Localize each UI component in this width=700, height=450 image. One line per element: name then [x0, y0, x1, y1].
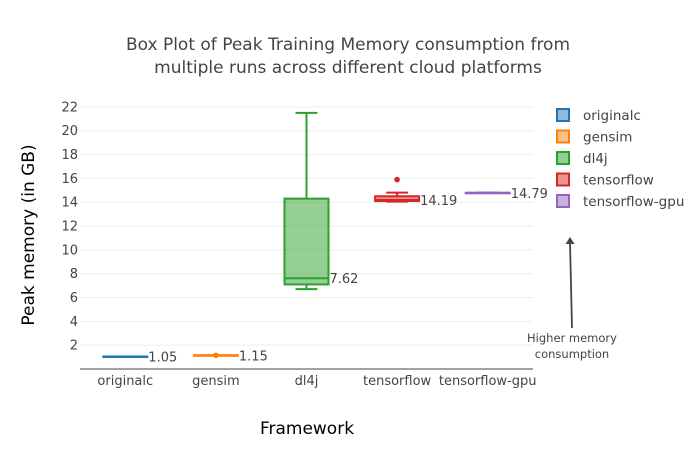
legend-label: tensorflow — [583, 173, 654, 189]
box-series: 1.05 1.15 7.62 14.19 14.79 — [102, 111, 548, 365]
x-tick-label: originalc — [97, 374, 153, 389]
annotation: Higher memory consumption — [527, 237, 617, 361]
box-tensorflow-gpu: 14.79 — [464, 187, 548, 202]
y-tick-label: 20 — [61, 124, 78, 139]
y-tick-label: 14 — [61, 196, 78, 211]
legend-label: originalc — [583, 108, 641, 124]
box-gensim: 1.15 — [192, 349, 268, 364]
x-tick-label: gensim — [192, 374, 240, 389]
y-tick-label: 4 — [70, 315, 78, 330]
legend-swatch — [556, 151, 570, 165]
annotation-arrow-shaft — [569, 241, 573, 329]
median-label-originalc: 1.05 — [148, 350, 177, 365]
box-iqr — [374, 195, 421, 203]
legend-swatch — [556, 129, 570, 144]
legend-item-originalc: originalc — [556, 108, 641, 124]
legend-item-tensorflow: tensorflow — [556, 172, 654, 189]
y-tick-label: 2 — [70, 339, 78, 354]
y-axis-title: Peak memory (in GB) — [19, 144, 39, 325]
outlier-point — [394, 176, 400, 183]
median-label-dl4j: 7.62 — [330, 272, 359, 287]
y-tick-label: 16 — [61, 172, 78, 187]
x-tick-label: tensorflow — [363, 374, 432, 389]
x-tick-label: dl4j — [295, 374, 319, 389]
median-label-tensorflow-gpu: 14.79 — [511, 187, 548, 202]
chart-title: Box Plot of Peak Training Memory consump… — [126, 35, 570, 78]
legend-label: gensim — [583, 130, 632, 146]
box-iqr — [283, 197, 330, 286]
box-tensorflow: 14.19 — [374, 176, 457, 209]
legend-item-tensorflow-gpu: tensorflow-gpu — [556, 194, 684, 210]
chart-title-line-2: multiple runs across different cloud pla… — [154, 58, 542, 78]
annotation-text-line-2: consumption — [535, 347, 609, 361]
box-dl4j: 7.62 — [283, 111, 359, 291]
legend: originalc gensim dl4j tensorflow tensorflow-… — [556, 108, 684, 210]
annotation-text-line-1: Higher memory — [527, 331, 617, 345]
x-axis-ticks: originalc gensim dl4j tensorflow tensorflow-… — [97, 374, 536, 389]
y-tick-label: 12 — [61, 220, 78, 235]
y-tick-label: 8 — [70, 267, 78, 282]
y-tick-label: 6 — [70, 291, 78, 306]
x-tick-label: tensorflow-gpu — [439, 374, 537, 389]
legend-item-dl4j: dl4j — [556, 151, 608, 167]
legend-item-gensim: gensim — [556, 129, 632, 146]
y-tick-label: 10 — [61, 243, 78, 258]
annotation-arrow-head — [565, 237, 575, 244]
y-axis-ticks: 2 4 6 8 10 12 14 16 18 20 22 — [61, 100, 78, 353]
legend-swatch — [556, 108, 570, 122]
legend-swatch — [556, 172, 570, 187]
x-axis-title: Framework — [260, 419, 354, 439]
legend-label: dl4j — [583, 151, 608, 167]
legend-swatch — [556, 194, 570, 208]
chart-title-line-1: Box Plot of Peak Training Memory consump… — [126, 35, 570, 55]
y-tick-label: 22 — [61, 100, 78, 115]
outlier-point — [213, 352, 219, 359]
legend-label: tensorflow-gpu — [583, 194, 684, 210]
median-label-gensim: 1.15 — [239, 349, 268, 364]
median-label-tensorflow: 14.19 — [420, 194, 457, 209]
y-tick-label: 18 — [61, 148, 78, 163]
box-originalc: 1.05 — [102, 350, 177, 365]
